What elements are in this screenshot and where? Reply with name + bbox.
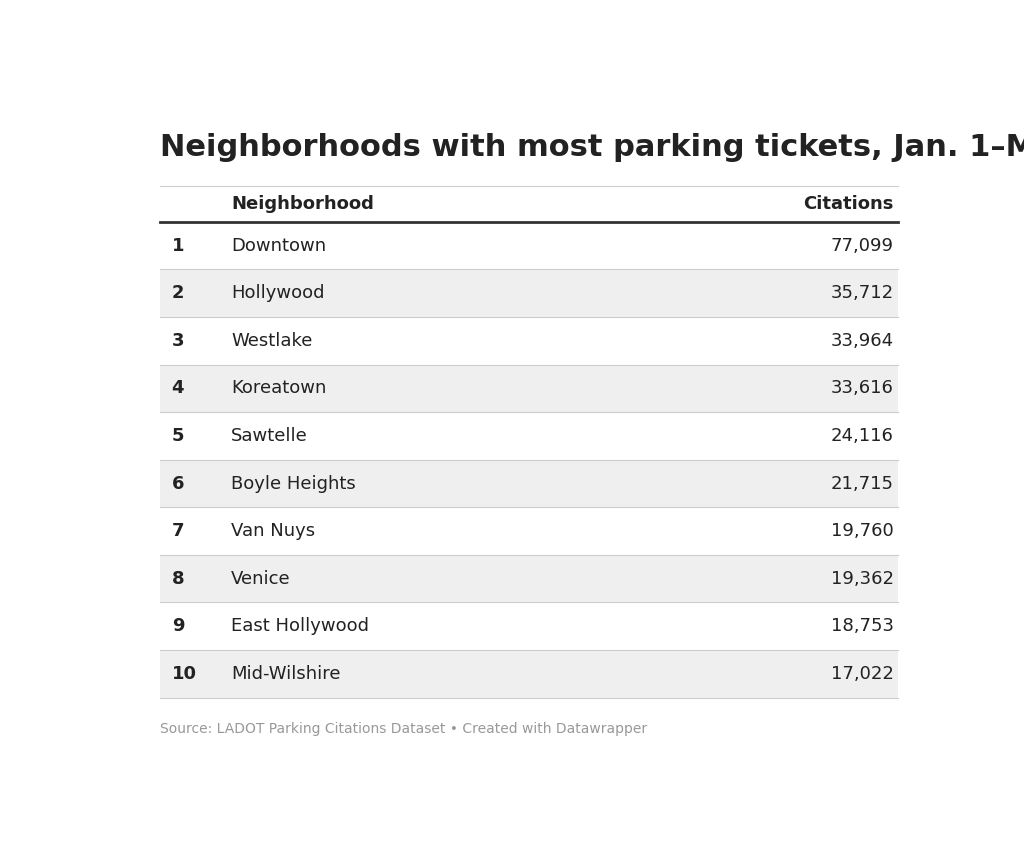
Text: 10: 10 (172, 665, 197, 683)
Text: 35,712: 35,712 (830, 284, 894, 302)
Text: Mid-Wilshire: Mid-Wilshire (231, 665, 341, 683)
Text: 7: 7 (172, 522, 184, 540)
Text: Van Nuys: Van Nuys (231, 522, 315, 540)
Bar (160, 269, 898, 317)
Text: Neighborhood: Neighborhood (231, 195, 374, 213)
Text: Citations: Citations (804, 195, 894, 213)
Text: 77,099: 77,099 (830, 237, 894, 255)
Text: Venice: Venice (231, 570, 291, 588)
Text: 19,760: 19,760 (831, 522, 894, 540)
Text: Boyle Heights: Boyle Heights (231, 474, 356, 492)
Text: 17,022: 17,022 (830, 665, 894, 683)
Text: East Hollywood: East Hollywood (231, 617, 370, 635)
Bar (160, 365, 898, 412)
Text: Koreatown: Koreatown (231, 379, 327, 397)
Text: 8: 8 (172, 570, 184, 588)
Text: 33,964: 33,964 (830, 332, 894, 350)
Bar (160, 555, 898, 602)
Text: 9: 9 (172, 617, 184, 635)
Text: 24,116: 24,116 (830, 427, 894, 445)
Text: 1: 1 (172, 237, 184, 255)
Text: 3: 3 (172, 332, 184, 350)
Text: Hollywood: Hollywood (231, 284, 325, 302)
Text: Westlake: Westlake (231, 332, 312, 350)
Bar (160, 650, 898, 698)
Bar (160, 460, 898, 507)
Text: 21,715: 21,715 (830, 474, 894, 492)
Text: 6: 6 (172, 474, 184, 492)
Text: 18,753: 18,753 (830, 617, 894, 635)
Text: 5: 5 (172, 427, 184, 445)
Text: Sawtelle: Sawtelle (231, 427, 308, 445)
Text: Neighborhoods with most parking tickets, Jan. 1–May 31: Neighborhoods with most parking tickets,… (160, 133, 1024, 161)
Text: 19,362: 19,362 (830, 570, 894, 588)
Text: 4: 4 (172, 379, 184, 397)
Text: Source: LADOT Parking Citations Dataset • Created with Datawrapper: Source: LADOT Parking Citations Dataset … (160, 722, 647, 736)
Text: 2: 2 (172, 284, 184, 302)
Text: Downtown: Downtown (231, 237, 327, 255)
Text: 33,616: 33,616 (830, 379, 894, 397)
